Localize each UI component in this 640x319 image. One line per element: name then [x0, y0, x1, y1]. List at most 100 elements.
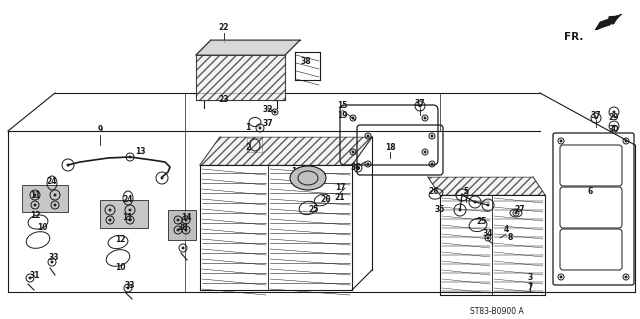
Circle shape	[515, 212, 517, 214]
Circle shape	[613, 125, 615, 127]
Text: 19: 19	[337, 112, 348, 121]
Circle shape	[424, 151, 426, 153]
Text: 16: 16	[291, 167, 301, 176]
Text: 27: 27	[515, 205, 525, 214]
Text: 25: 25	[477, 218, 487, 226]
Text: 13: 13	[135, 147, 145, 157]
Circle shape	[595, 117, 597, 119]
Text: 9: 9	[97, 125, 102, 135]
Polygon shape	[595, 14, 622, 30]
Circle shape	[129, 219, 131, 221]
Text: 37: 37	[262, 120, 273, 129]
Ellipse shape	[290, 166, 326, 190]
Text: 15: 15	[337, 101, 347, 110]
Text: 17: 17	[335, 183, 346, 192]
Circle shape	[274, 111, 276, 113]
Text: 36: 36	[351, 164, 361, 173]
Circle shape	[34, 204, 36, 206]
Circle shape	[367, 135, 369, 137]
Text: 8: 8	[508, 234, 513, 242]
Circle shape	[54, 194, 56, 196]
Circle shape	[177, 219, 179, 221]
Circle shape	[487, 204, 489, 206]
Text: 34: 34	[483, 229, 493, 239]
Text: 33: 33	[49, 254, 60, 263]
Polygon shape	[196, 40, 300, 55]
Circle shape	[357, 167, 359, 169]
Circle shape	[29, 277, 31, 279]
Text: 24: 24	[47, 177, 57, 187]
Circle shape	[127, 287, 129, 289]
Circle shape	[459, 209, 461, 211]
Circle shape	[129, 209, 131, 211]
Circle shape	[54, 204, 56, 206]
Polygon shape	[200, 137, 372, 165]
Text: 21: 21	[335, 194, 345, 203]
Text: 20: 20	[291, 177, 301, 187]
Circle shape	[625, 276, 627, 278]
Text: 26: 26	[429, 188, 439, 197]
Text: 22: 22	[219, 24, 229, 33]
Text: 33: 33	[125, 281, 135, 291]
Circle shape	[625, 140, 627, 142]
Polygon shape	[22, 185, 68, 212]
Text: FR.: FR.	[564, 32, 583, 42]
Text: 12: 12	[29, 211, 40, 219]
Text: 11: 11	[122, 213, 132, 222]
Circle shape	[461, 194, 463, 196]
Text: 18: 18	[385, 144, 396, 152]
Text: 25: 25	[309, 205, 319, 214]
Circle shape	[259, 127, 261, 129]
Circle shape	[34, 194, 36, 196]
Circle shape	[352, 117, 354, 119]
Text: 23: 23	[219, 95, 229, 105]
Circle shape	[560, 276, 562, 278]
Circle shape	[431, 135, 433, 137]
Text: 5: 5	[463, 188, 468, 197]
Circle shape	[431, 163, 433, 165]
Circle shape	[487, 237, 489, 239]
Text: 28: 28	[178, 224, 188, 233]
Text: 2: 2	[245, 144, 251, 152]
Text: 4: 4	[504, 226, 509, 234]
Text: 14: 14	[180, 213, 191, 222]
Circle shape	[613, 111, 615, 113]
Circle shape	[185, 229, 187, 231]
Circle shape	[560, 140, 562, 142]
Text: 37: 37	[591, 112, 602, 121]
Circle shape	[67, 164, 69, 166]
Circle shape	[474, 201, 476, 203]
Circle shape	[419, 105, 421, 107]
Text: 31: 31	[29, 271, 40, 280]
Text: 26: 26	[321, 196, 332, 204]
Circle shape	[185, 219, 187, 221]
Text: 10: 10	[36, 224, 47, 233]
Text: 35: 35	[435, 205, 445, 214]
Text: 7: 7	[527, 284, 532, 293]
Circle shape	[177, 229, 179, 231]
Circle shape	[161, 177, 163, 179]
Text: 1: 1	[245, 123, 251, 132]
Text: 10: 10	[115, 263, 125, 272]
Polygon shape	[100, 200, 148, 228]
Text: ST83-B0900 A: ST83-B0900 A	[470, 308, 524, 316]
Text: 12: 12	[115, 235, 125, 244]
Circle shape	[51, 261, 53, 263]
Polygon shape	[196, 55, 285, 100]
Circle shape	[352, 151, 354, 153]
Circle shape	[109, 219, 111, 221]
Text: 29: 29	[609, 114, 620, 122]
Text: 6: 6	[588, 188, 593, 197]
Polygon shape	[428, 177, 545, 195]
Circle shape	[424, 117, 426, 119]
Polygon shape	[168, 210, 196, 240]
Text: 32: 32	[263, 106, 273, 115]
Circle shape	[109, 209, 111, 211]
Text: 24: 24	[123, 196, 133, 204]
Text: 37: 37	[415, 100, 426, 108]
Circle shape	[182, 247, 184, 249]
Text: 38: 38	[301, 57, 311, 66]
Text: 30: 30	[609, 125, 620, 135]
Text: 11: 11	[29, 190, 40, 199]
Circle shape	[129, 156, 131, 158]
